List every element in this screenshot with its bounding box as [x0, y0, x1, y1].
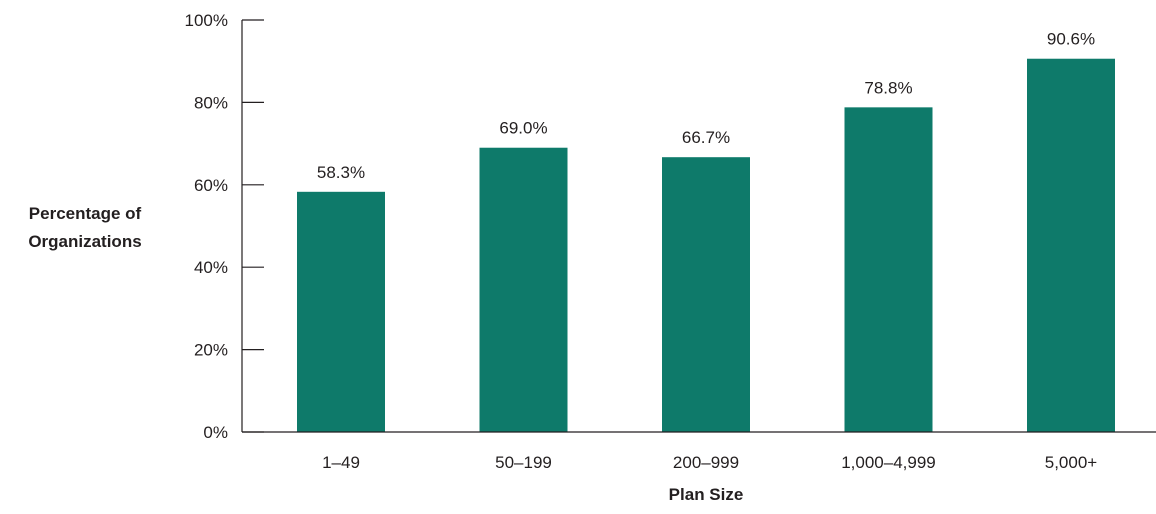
- bar: [479, 147, 568, 432]
- y-tick-label: 80%: [194, 93, 228, 112]
- y-tick-label: 100%: [185, 11, 228, 30]
- bar-value-label: 66.7%: [682, 128, 730, 147]
- bar-value-label: 90.6%: [1047, 30, 1095, 49]
- x-tick-label: 1,000–4,999: [841, 453, 936, 472]
- x-tick-label: 200–999: [673, 453, 739, 472]
- bars: 58.3% 69.0% 66.7% 78.8% 90.6%: [297, 30, 1115, 433]
- bar: [662, 157, 750, 433]
- x-tick-label: 1–49: [322, 453, 360, 472]
- bar-value-label: 58.3%: [317, 163, 365, 182]
- x-axis: 1–49 50–199 200–999 1,000–4,999 5,000+: [242, 431, 1156, 472]
- bar: [297, 191, 385, 432]
- x-axis-title: Plan Size: [669, 485, 744, 504]
- bar: [844, 107, 933, 433]
- y-axis: 0% 20% 40% 60% 80% 100%: [185, 11, 264, 442]
- bar: [1027, 58, 1115, 433]
- y-tick-label: 0%: [203, 423, 228, 442]
- x-tick-label: 50–199: [495, 453, 552, 472]
- y-tick-label: 20%: [194, 341, 228, 360]
- x-tick-label: 5,000+: [1045, 453, 1098, 472]
- y-axis-title: Percentage of Organizations: [28, 204, 141, 251]
- y-axis-title-line-2: Organizations: [28, 232, 141, 251]
- bar-value-label: 69.0%: [499, 119, 547, 138]
- bar-value-label: 78.8%: [864, 78, 912, 97]
- y-tick-label: 40%: [194, 258, 228, 277]
- y-axis-title-line-1: Percentage of: [29, 204, 142, 223]
- y-tick-label: 60%: [194, 176, 228, 195]
